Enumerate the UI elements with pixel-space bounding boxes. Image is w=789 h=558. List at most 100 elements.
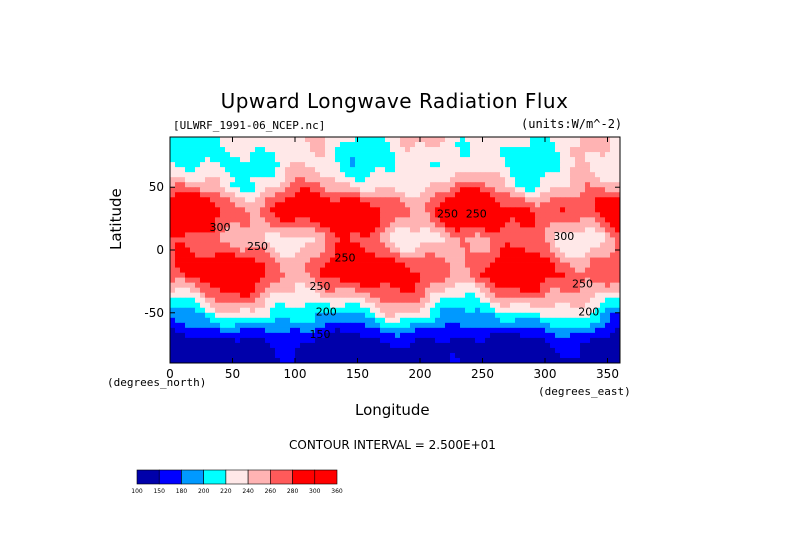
heatmap-cell [370, 292, 376, 299]
heatmap-cell [285, 322, 291, 329]
heatmap-cell [585, 327, 591, 334]
heatmap-cell [340, 287, 346, 294]
heatmap-cell [580, 297, 586, 304]
heatmap-cell [545, 292, 551, 299]
heatmap-cell [540, 227, 546, 233]
heatmap-cell [520, 262, 526, 268]
heatmap-cell [420, 197, 426, 203]
heatmap-cell [345, 207, 351, 213]
heatmap-cell [470, 227, 476, 233]
heatmap-cell [300, 227, 306, 233]
heatmap-cell [345, 327, 351, 334]
heatmap-cell [530, 337, 536, 344]
heatmap-cell [290, 137, 296, 143]
heatmap-cell [180, 337, 186, 344]
heatmap-cell [480, 302, 486, 309]
heatmap-cell [395, 227, 401, 233]
heatmap-cell [520, 302, 526, 309]
heatmap-cell [310, 142, 316, 148]
heatmap-cell [580, 172, 586, 178]
heatmap-cell [495, 167, 501, 173]
heatmap-cell [225, 282, 231, 289]
heatmap-cell [330, 192, 336, 198]
heatmap-cell [290, 357, 296, 364]
heatmap-cell [410, 147, 416, 153]
heatmap-cell [170, 162, 176, 168]
heatmap-cell [375, 202, 381, 208]
heatmap-cell [480, 292, 486, 299]
heatmap-cell [430, 247, 436, 253]
heatmap-cell [170, 267, 176, 273]
heatmap-cell [545, 302, 551, 309]
heatmap-cell [565, 347, 571, 354]
heatmap-cell [475, 282, 481, 289]
heatmap-cell [390, 142, 396, 148]
heatmap-cell [540, 162, 546, 168]
heatmap-cell [605, 242, 611, 248]
heatmap-cell [395, 267, 401, 273]
heatmap-cell [170, 182, 176, 188]
heatmap-cell [575, 227, 581, 233]
heatmap-cell [300, 152, 306, 158]
heatmap-cell [280, 337, 286, 344]
heatmap-cell [595, 177, 601, 183]
heatmap-cell [195, 212, 201, 218]
heatmap-cell [440, 282, 446, 289]
heatmap-cell [490, 217, 496, 223]
heatmap-cell [225, 267, 231, 273]
heatmap-cell [540, 332, 546, 339]
heatmap-cell [485, 162, 491, 168]
heatmap-cell [185, 242, 191, 248]
heatmap-cell [575, 252, 581, 258]
units-text: (units:W/m^-2) [521, 117, 623, 131]
colorbar-label: 180 [176, 488, 188, 495]
heatmap-cell [325, 347, 331, 354]
heatmap-cell [370, 207, 376, 213]
heatmap-cell [580, 232, 586, 238]
heatmap-cell [430, 257, 436, 263]
heatmap-cell [285, 192, 291, 198]
heatmap-cell [285, 337, 291, 344]
heatmap-cell [355, 347, 361, 354]
heatmap-cell [260, 192, 266, 198]
heatmap-cell [325, 322, 331, 329]
heatmap-cell [190, 242, 196, 248]
heatmap-cell [585, 232, 591, 238]
heatmap-cell [230, 312, 236, 319]
heatmap-cell [540, 187, 546, 193]
heatmap-cell [455, 232, 461, 238]
heatmap-cell [500, 237, 506, 243]
heatmap-cell [240, 207, 246, 213]
heatmap-cell [225, 222, 231, 228]
heatmap-cell [615, 262, 621, 268]
heatmap-cell [480, 197, 486, 203]
heatmap-cell [610, 172, 616, 178]
heatmap-cell [185, 197, 191, 203]
heatmap-cell [185, 277, 191, 284]
heatmap-cell [220, 347, 226, 354]
heatmap-cell [215, 237, 221, 243]
heatmap-cell [180, 147, 186, 153]
heatmap-cell [490, 272, 496, 279]
heatmap-cell [530, 297, 536, 304]
heatmap-cell [305, 342, 311, 349]
heatmap-cell [590, 147, 596, 153]
heatmap-cell [320, 347, 326, 354]
heatmap-cell [565, 192, 571, 198]
heatmap-cell [200, 152, 206, 158]
heatmap-cell [365, 322, 371, 329]
heatmap-cell [560, 267, 566, 273]
heatmap-cell [400, 322, 406, 329]
heatmap-cell [315, 257, 321, 263]
heatmap-cell [615, 197, 621, 203]
heatmap-cell [585, 262, 591, 268]
heatmap-cell [605, 187, 611, 193]
heatmap-cell [540, 342, 546, 349]
heatmap-cell [430, 317, 436, 324]
heatmap-cell [355, 197, 361, 203]
heatmap-cell [415, 312, 421, 319]
heatmap-cell [430, 322, 436, 329]
heatmap-cell [185, 327, 191, 334]
heatmap-cell [340, 217, 346, 223]
heatmap-cell [300, 192, 306, 198]
